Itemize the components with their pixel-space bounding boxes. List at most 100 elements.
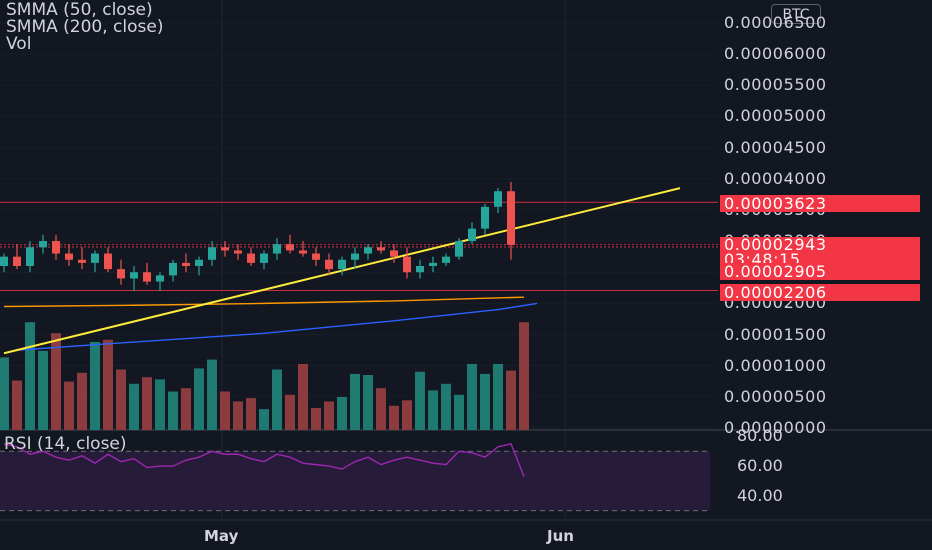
volume-bar-32 (415, 371, 425, 430)
volume-bar-13 (168, 391, 178, 430)
time-tick-label: Jun (547, 527, 574, 545)
volume-bar-1 (12, 380, 22, 430)
price-tick-label: 0.00000000 (724, 418, 827, 437)
candle-body-33 (429, 262, 437, 266)
candle-body-2 (26, 247, 34, 266)
volume-bar-29 (376, 388, 386, 430)
volume-bar-27 (350, 373, 360, 430)
price-tick-label: 0.00005500 (724, 75, 827, 95)
candle-body-30 (390, 250, 398, 257)
volume-bar-5 (64, 381, 74, 430)
candle-body-35 (455, 241, 463, 257)
candle-body-26 (338, 259, 346, 270)
candle-body-32 (416, 266, 424, 273)
candle-body-6 (78, 259, 86, 263)
candle-body-7 (91, 253, 99, 263)
volume-bar-37 (480, 373, 490, 430)
tag-support: 0.00002206 (720, 284, 920, 301)
price-tick-label: 0.00006500 (724, 13, 827, 32)
legend-rsi[interactable]: RSI (14, close) (4, 434, 127, 454)
volume-bar-24 (311, 408, 321, 430)
volume-bar-19 (246, 398, 256, 430)
volume-bar-15 (194, 368, 204, 430)
volume-bar-40 (519, 322, 529, 430)
tag-resistance: 0.00003623 (720, 195, 920, 212)
volume-bar-20 (259, 409, 269, 430)
candle-body-37 (481, 206, 489, 229)
tag-last-price: 0.00002943 (724, 235, 827, 254)
volume-bar-8 (103, 339, 113, 430)
volume-bar-12 (155, 379, 165, 430)
volume-bar-16 (207, 359, 217, 430)
candle-body-13 (169, 262, 177, 276)
candle-body-10 (130, 272, 138, 279)
price-tick-label: 0.00004000 (724, 168, 827, 188)
price-tick-label: 0.00000500 (724, 386, 827, 406)
volume-bar-25 (324, 401, 334, 430)
volume-bar-3 (38, 350, 48, 430)
rsi-tick-label: 40.00 (737, 485, 783, 505)
symbol-currency-button[interactable]: BTC (771, 4, 821, 24)
volume-bar-26 (337, 397, 347, 430)
indicator-legend: SMMA (50, close) SMMA (200, close) Vol (6, 2, 163, 53)
candle-body-14 (182, 262, 190, 266)
price-tick-label: 0.00004500 (724, 137, 827, 157)
candle-body-18 (234, 250, 242, 254)
volume-bar-17 (220, 391, 230, 430)
volume-bar-7 (90, 342, 100, 430)
candle-body-22 (286, 244, 294, 251)
candle-body-1 (13, 256, 21, 266)
rsi-pane (0, 443, 710, 512)
volume-bar-21 (272, 369, 282, 430)
volume-bar-28 (363, 375, 373, 430)
rsi-line (3, 443, 525, 477)
candle-body-34 (442, 256, 450, 263)
candle-body-3 (39, 241, 47, 248)
smma200-line (16, 302, 538, 351)
volume-bar-4 (51, 333, 61, 430)
candle-body-29 (377, 247, 385, 251)
candle-body-23 (299, 250, 307, 254)
horizontal-price-lines (0, 201, 718, 292)
volume-bar-0 (0, 357, 9, 430)
price-tick-label: 0.00001500 (724, 324, 827, 344)
volume-bar-9 (116, 369, 126, 430)
candles (0, 181, 515, 291)
candle-body-15 (195, 259, 203, 266)
candle-body-9 (117, 269, 125, 279)
legend-smma200[interactable]: SMMA (200, close) (6, 17, 164, 37)
time-tick-label: May (204, 527, 239, 545)
candle-body-20 (260, 253, 268, 263)
rsi-band-fill (0, 451, 710, 511)
candle-body-11 (143, 272, 151, 282)
rsi-tick-label: 80.00 (737, 426, 783, 446)
volume-bar-36 (467, 364, 477, 430)
candle-body-28 (364, 247, 372, 254)
volume-bar-2 (25, 322, 35, 430)
volume-bar-14 (181, 388, 191, 430)
candle-body-21 (273, 244, 281, 254)
volume-bar-6 (77, 372, 87, 430)
legend-vol[interactable]: Vol (6, 34, 32, 54)
volume-bar-22 (285, 394, 295, 430)
volume-bar-30 (389, 405, 399, 430)
price-tick-label: 0.00001000 (724, 355, 827, 375)
candle-body-12 (156, 275, 164, 282)
candle-body-39 (507, 191, 515, 245)
volume-bar-11 (142, 377, 152, 430)
volume-bar-33 (428, 390, 438, 430)
volume-bar-38 (493, 364, 503, 430)
candle-body-31 (403, 256, 411, 273)
candle-body-5 (65, 253, 73, 260)
legend-smma50[interactable]: SMMA (50, close) (6, 0, 153, 20)
volume-bar-31 (402, 400, 412, 430)
candle-body-19 (247, 253, 255, 263)
candle-body-27 (351, 253, 359, 260)
candle-body-17 (221, 247, 229, 251)
volume-bar-10 (129, 383, 139, 430)
candle-body-16 (208, 247, 216, 260)
volume-bar-18 (233, 401, 243, 430)
price-tick-label: 0.00006000 (724, 44, 827, 64)
volume-bar-34 (441, 383, 451, 430)
